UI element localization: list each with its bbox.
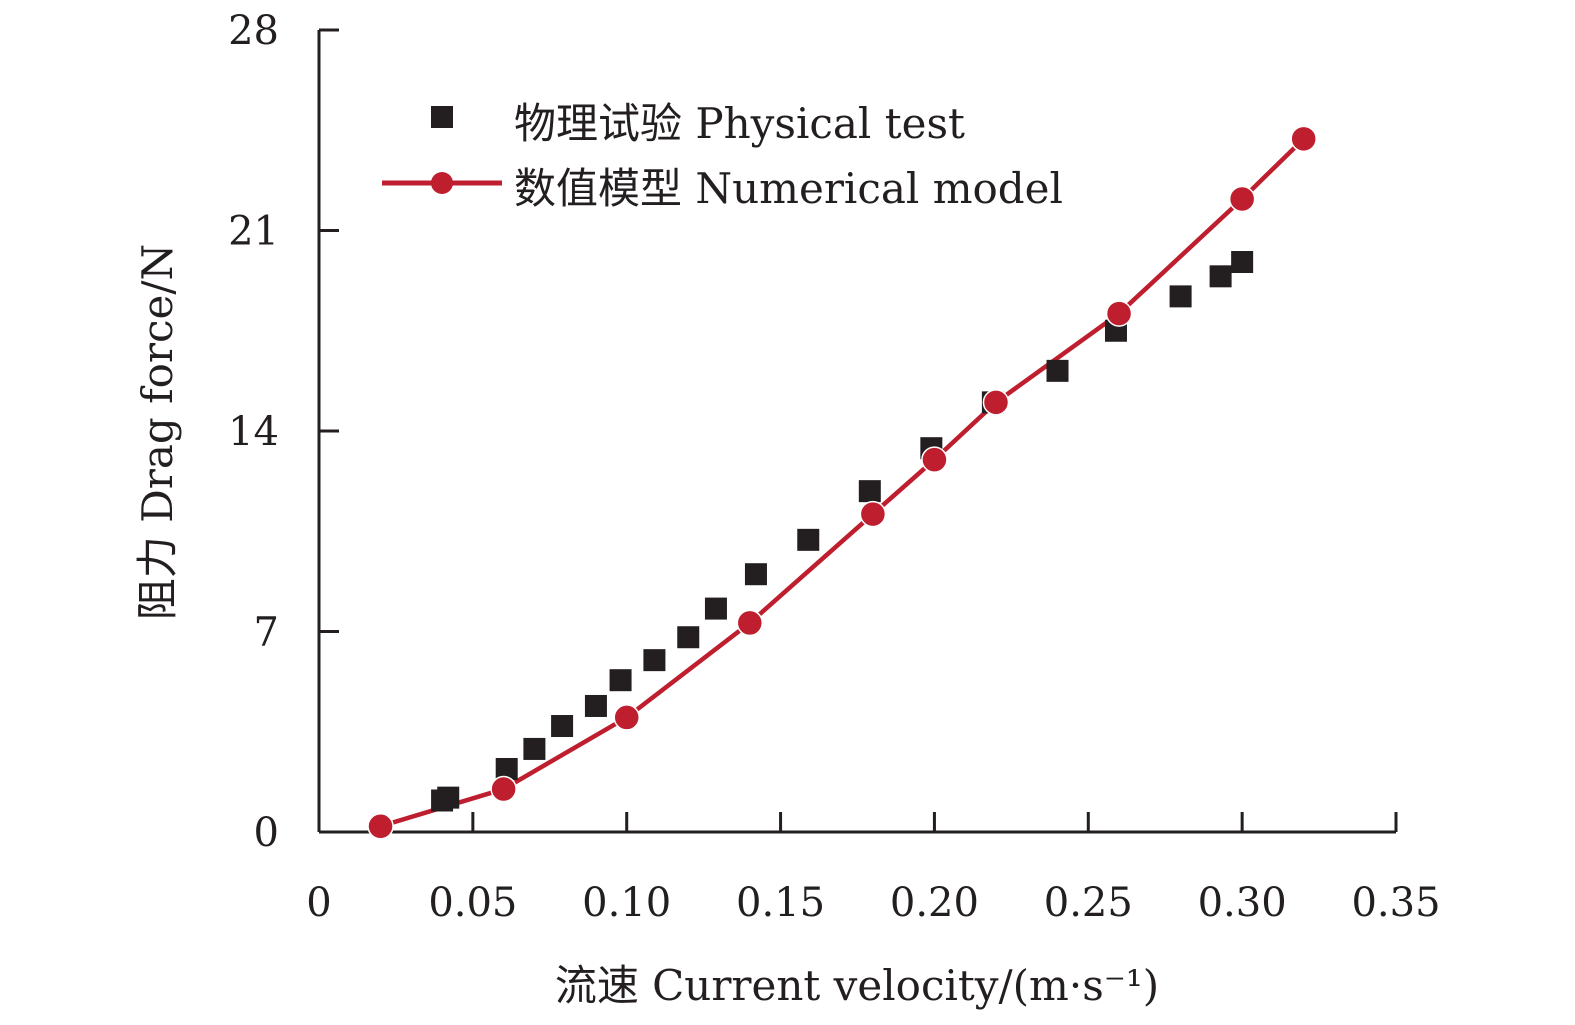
physical-test-point bbox=[858, 480, 881, 503]
numerical-model-point bbox=[859, 500, 887, 528]
legend-label-numerical-model: 数值模型 Numerical model bbox=[514, 164, 1063, 213]
physical-test-point bbox=[1046, 359, 1069, 382]
numerical-model-point bbox=[921, 446, 948, 473]
physical-test-point bbox=[584, 694, 607, 717]
numerical-model-point bbox=[490, 775, 517, 803]
y-tick-label: 28 bbox=[228, 8, 279, 54]
y-tick-label: 21 bbox=[228, 209, 279, 255]
y-tick-label: 0 bbox=[254, 810, 279, 856]
x-ticks: 0 0.05 0.10 0.15 0.20 0.25 0.30 0.35 bbox=[306, 812, 1441, 926]
numerical-model-point bbox=[1290, 125, 1317, 153]
numerical-model-line bbox=[379, 137, 1306, 829]
physical-test-point bbox=[744, 563, 767, 586]
legend-marker-physical-test bbox=[431, 106, 453, 128]
legend-label-physical-test: 物理试验 Physical test bbox=[514, 99, 965, 148]
axes bbox=[317, 30, 1396, 834]
physical-test-point bbox=[704, 597, 727, 620]
numerical-model-point bbox=[1105, 300, 1133, 327]
physical-test-point bbox=[609, 669, 632, 692]
physical-test-point bbox=[797, 528, 820, 551]
x-tick-label: 0.10 bbox=[582, 880, 671, 926]
y-ticks: 0 7 14 21 28 bbox=[228, 8, 339, 856]
x-tick-label: 0.25 bbox=[1044, 880, 1133, 926]
x-tick-label: 0.35 bbox=[1351, 880, 1440, 926]
numerical-model-point bbox=[736, 609, 764, 637]
physical-test-series bbox=[431, 251, 1254, 812]
physical-test-point bbox=[495, 757, 518, 780]
x-tick-label: 0.05 bbox=[428, 880, 517, 926]
x-tick-label: 0 bbox=[306, 880, 331, 926]
physical-test-point bbox=[551, 715, 574, 738]
y-tick-label: 14 bbox=[228, 409, 279, 455]
numerical-model-point bbox=[982, 389, 1010, 416]
x-tick-label: 0.20 bbox=[890, 880, 979, 926]
numerical-model-point bbox=[613, 704, 640, 731]
physical-test-point bbox=[437, 786, 460, 809]
x-axis-title: 流速 Current velocity/(m·s⁻¹) bbox=[555, 961, 1159, 1010]
numerical-model-series bbox=[379, 137, 1306, 829]
physical-test-point bbox=[523, 737, 546, 760]
numerical-model-markers bbox=[367, 125, 1317, 840]
physical-test-point bbox=[1209, 265, 1232, 288]
physical-test-point bbox=[1169, 285, 1192, 308]
physical-test-point bbox=[1231, 251, 1254, 274]
numerical-model-point bbox=[1228, 185, 1256, 213]
legend: 物理试验 Physical test 数值模型 Numerical model bbox=[382, 99, 1063, 213]
legend-marker-numerical-model bbox=[431, 172, 453, 194]
y-tick-label: 7 bbox=[254, 610, 279, 656]
y-axis-title: 阻力 Drag force/N bbox=[133, 244, 182, 621]
x-tick-label: 0.15 bbox=[736, 880, 825, 926]
physical-test-point bbox=[643, 649, 666, 672]
x-tick-label: 0.30 bbox=[1198, 880, 1287, 926]
numerical-model-point bbox=[367, 813, 394, 840]
physical-test-point bbox=[677, 626, 700, 649]
